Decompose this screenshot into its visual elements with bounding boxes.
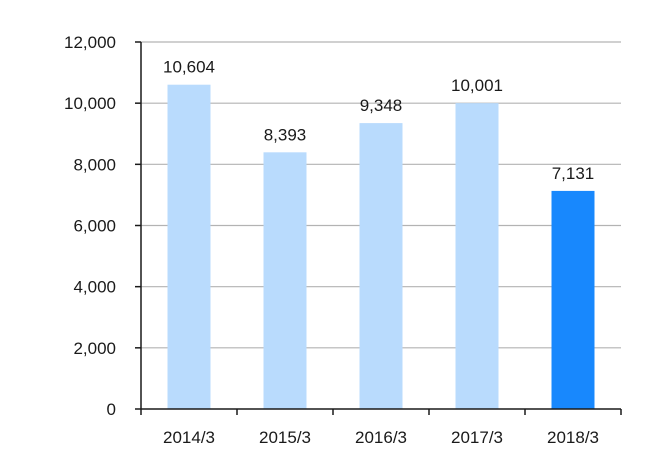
bar (359, 123, 403, 410)
x-tick-label: 2016/3 (355, 428, 407, 447)
y-tick-label: 4,000 (73, 278, 116, 297)
bars (167, 84, 595, 410)
y-tick-label: 6,000 (73, 217, 116, 236)
data-label: 7,131 (552, 164, 595, 183)
data-label: 9,348 (360, 96, 403, 115)
data-label: 10,604 (163, 58, 215, 77)
bar (551, 190, 595, 409)
x-tick-label: 2014/3 (163, 428, 215, 447)
y-tick-label: 10,000 (64, 94, 116, 113)
y-tick-label: 12,000 (64, 33, 116, 52)
x-tick-label: 2015/3 (259, 428, 311, 447)
x-tick-label: 2017/3 (451, 428, 503, 447)
labels: 0 2,000 4,000 6,000 8,000 10,000 12,000 10,604 2… (64, 33, 599, 447)
bar (167, 84, 211, 409)
x-tick-label: 2018/3 (547, 428, 599, 447)
data-label: 10,001 (451, 76, 503, 95)
axes (135, 41, 622, 415)
bar (455, 103, 499, 410)
bar (263, 152, 307, 409)
y-tick-label: 8,000 (73, 155, 116, 174)
data-label: 8,393 (264, 125, 307, 144)
y-tick-label: 2,000 (73, 339, 116, 358)
y-tick-label: 0 (107, 400, 116, 419)
